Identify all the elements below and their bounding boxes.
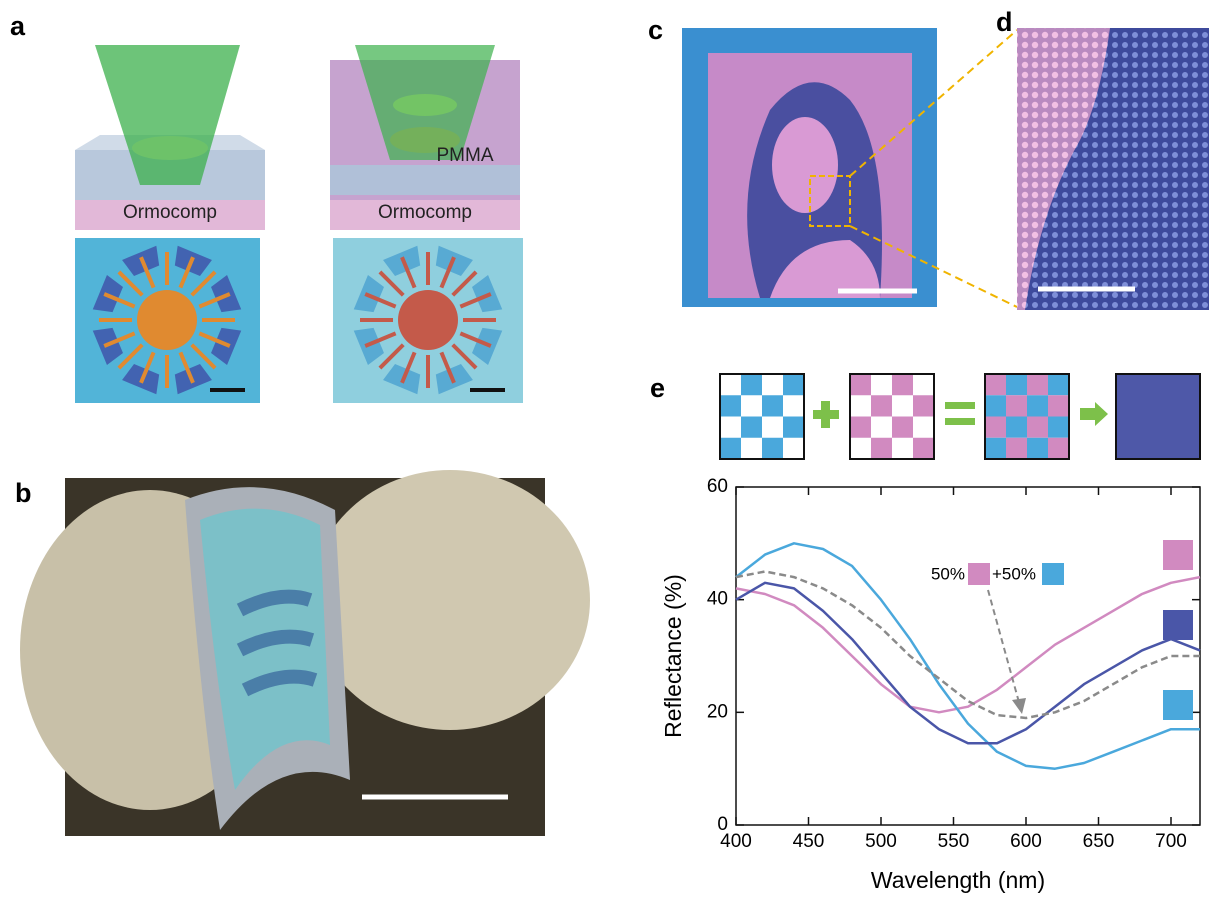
cell	[1027, 417, 1048, 438]
cell	[762, 438, 783, 459]
cell	[850, 417, 871, 438]
series-line	[736, 572, 1200, 719]
checkerboard-schematic	[720, 374, 1200, 459]
panel-label: a	[10, 11, 26, 41]
layer-label: Ormocomp	[378, 202, 472, 223]
cell	[1006, 395, 1027, 416]
cell	[720, 438, 741, 459]
x-axis-label: Wavelength (nm)	[871, 867, 1045, 893]
cell	[892, 374, 913, 395]
annotation-swatch	[968, 563, 990, 585]
panel-label: b	[15, 478, 32, 508]
x-tick-label: 650	[1083, 831, 1115, 852]
x-tick-label: 600	[1010, 831, 1042, 852]
cell	[1006, 438, 1027, 459]
cell	[1048, 395, 1069, 416]
cell	[741, 417, 762, 438]
y-tick-label: 60	[707, 476, 728, 497]
color-swatch	[1163, 540, 1193, 570]
x-tick-label: 450	[793, 831, 825, 852]
cell	[1006, 374, 1027, 395]
photo	[1017, 28, 1209, 310]
cell	[783, 417, 804, 438]
cell	[1006, 417, 1027, 438]
cell	[783, 374, 804, 395]
x-tick-label: 700	[1155, 831, 1187, 852]
sun-core	[398, 290, 458, 350]
cell	[871, 438, 892, 459]
cell	[720, 395, 741, 416]
cell	[762, 395, 783, 416]
color-swatch	[1163, 610, 1193, 640]
panel-label: e	[650, 373, 665, 403]
layer-label: PMMA	[437, 145, 494, 166]
annotation-arrow	[988, 590, 1020, 706]
y-tick-label: 20	[707, 701, 728, 722]
sun-core	[137, 290, 197, 350]
cell	[892, 417, 913, 438]
photo	[682, 28, 937, 307]
cell	[985, 374, 1006, 395]
series-line	[736, 583, 1200, 744]
color-swatch	[1163, 690, 1193, 720]
cell	[1048, 438, 1069, 459]
cell	[913, 438, 934, 459]
cell	[913, 395, 934, 416]
y-axis-label: Reflectance (%)	[660, 574, 686, 738]
cell	[985, 438, 1006, 459]
cell	[871, 395, 892, 416]
cell	[1027, 395, 1048, 416]
panel-label: c	[648, 15, 663, 45]
cell	[1027, 438, 1048, 459]
panel-label: d	[996, 7, 1013, 37]
annotation: 50%	[931, 564, 965, 583]
cell	[1027, 374, 1048, 395]
schematic-title: W/O coating	[113, 24, 218, 45]
y-tick-label: 0	[717, 814, 728, 835]
cell	[1048, 417, 1069, 438]
x-tick-label: 500	[865, 831, 897, 852]
layer-label: Ormocomp	[123, 202, 217, 223]
cell	[741, 374, 762, 395]
annotation: +50%	[992, 564, 1036, 583]
x-tick-label: 550	[938, 831, 970, 852]
annotation-arrowhead	[1012, 698, 1026, 714]
annotation-swatch	[1042, 563, 1064, 585]
y-tick-label: 40	[707, 589, 728, 610]
cell	[850, 374, 871, 395]
figure: a b c d e W/O coating Ormocomp With coat…	[0, 0, 1209, 897]
schematic-title: With coating	[373, 24, 478, 45]
cell	[1048, 374, 1069, 395]
cell	[985, 417, 1006, 438]
cell	[985, 395, 1006, 416]
photo	[20, 470, 590, 836]
